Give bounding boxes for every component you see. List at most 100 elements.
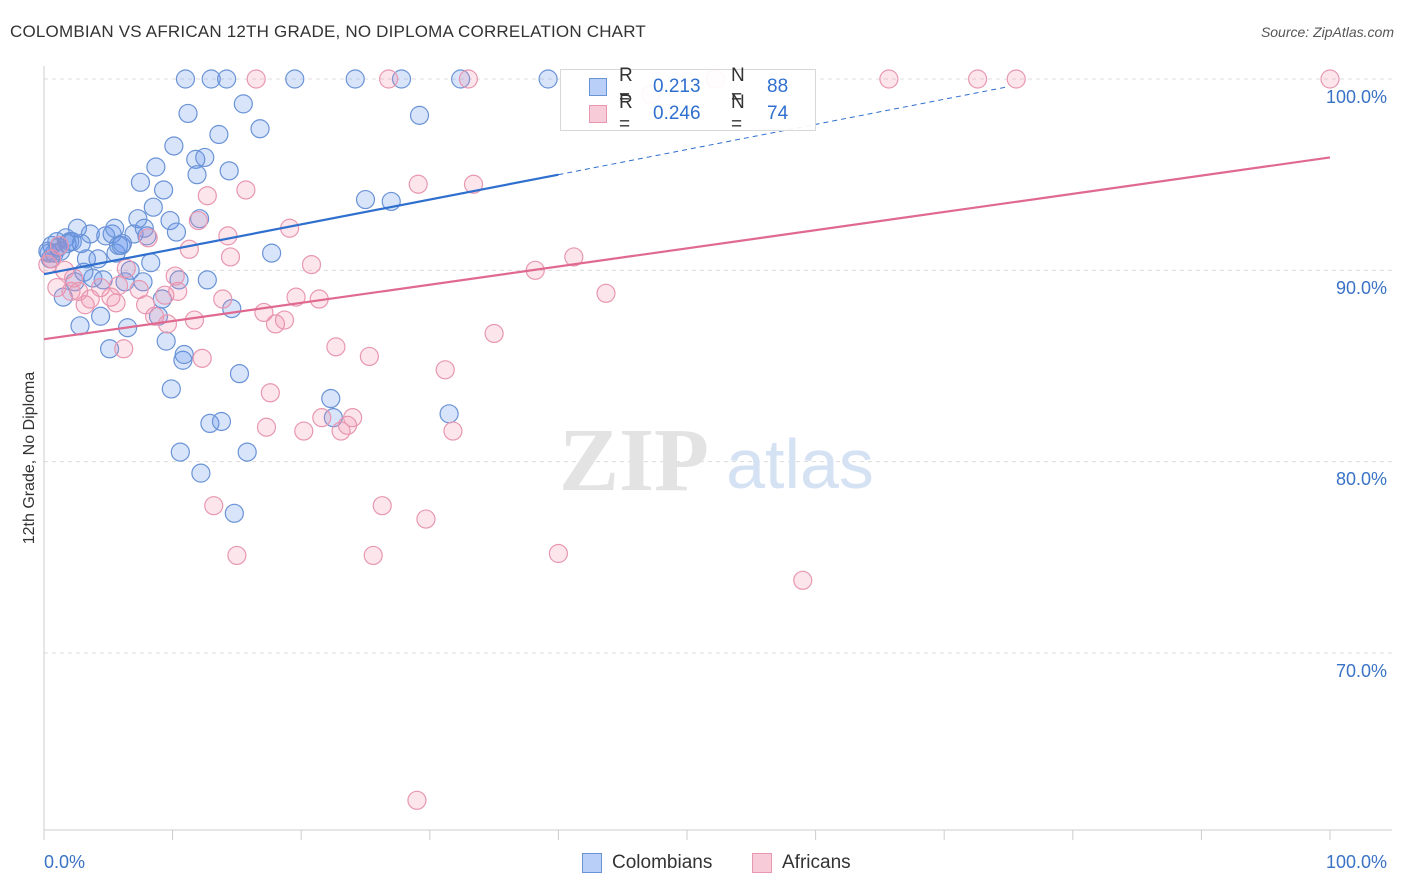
colombian-point bbox=[130, 172, 151, 192]
african-point bbox=[197, 186, 217, 206]
series-legend-africans[interactable]: Africans bbox=[752, 852, 851, 874]
african-point bbox=[69, 281, 89, 301]
colombian-point bbox=[538, 69, 558, 89]
colombian-point bbox=[141, 253, 161, 273]
legend-r-label: R = bbox=[619, 65, 633, 108]
african-point bbox=[596, 283, 616, 303]
series-swatch-blue bbox=[582, 853, 602, 873]
african-point bbox=[1320, 69, 1340, 89]
colombian-point bbox=[233, 94, 253, 114]
african-point bbox=[49, 235, 70, 256]
african-point bbox=[359, 346, 379, 367]
series-legend-colombians[interactable]: Colombians bbox=[582, 852, 712, 874]
colombian-point bbox=[250, 119, 270, 139]
african-point bbox=[484, 323, 504, 344]
african-point bbox=[379, 69, 399, 89]
legend-n-label: N = bbox=[731, 65, 745, 108]
watermark-zip: ZIP bbox=[559, 411, 709, 510]
african-point bbox=[968, 69, 988, 89]
colombian-point bbox=[153, 180, 174, 200]
african-point bbox=[312, 408, 332, 428]
african-point bbox=[165, 266, 185, 286]
colombian-point bbox=[262, 243, 282, 263]
legend-r-value: 0.213 bbox=[653, 76, 701, 97]
series-legend-label: Colombians bbox=[612, 852, 713, 873]
colombian-point bbox=[160, 210, 180, 231]
colombian-point bbox=[197, 270, 217, 290]
colombian-point bbox=[112, 233, 133, 254]
colombian-point bbox=[170, 442, 190, 462]
colombian-point bbox=[229, 364, 250, 384]
colombian-point bbox=[285, 69, 305, 89]
colombian-point bbox=[166, 222, 187, 242]
african-point bbox=[192, 348, 212, 368]
african-point bbox=[564, 247, 584, 267]
african-point bbox=[363, 545, 383, 566]
colombian-point bbox=[178, 103, 198, 124]
colombian-point bbox=[201, 69, 221, 89]
colombian-trend-line bbox=[43, 173, 559, 276]
colombian-point bbox=[143, 197, 163, 217]
colombian-point bbox=[355, 189, 376, 210]
x-tick-label-min: 0.0% bbox=[44, 852, 86, 872]
colombian-point bbox=[209, 124, 229, 145]
colombian-point bbox=[57, 233, 77, 254]
african-point bbox=[274, 310, 295, 330]
colombian-point bbox=[219, 161, 239, 181]
chart-title: COLOMBIAN VS AFRICAN 12TH GRADE, NO DIPL… bbox=[10, 22, 646, 41]
colombian-point bbox=[173, 350, 193, 370]
african-point bbox=[463, 174, 484, 194]
colombian-point bbox=[217, 69, 237, 89]
african-point bbox=[220, 247, 241, 267]
y-tick-label-90: 90.0% bbox=[1336, 278, 1388, 298]
african-point bbox=[236, 180, 256, 200]
african-point bbox=[101, 287, 121, 307]
correlation-legend: R = 0.213 N = 88 R = 0.246 N = 74 bbox=[560, 65, 816, 135]
african-trend-line bbox=[43, 156, 1331, 341]
african-point bbox=[793, 570, 813, 590]
african-point bbox=[114, 339, 134, 359]
colombian-point bbox=[195, 147, 215, 168]
colombian-point bbox=[90, 306, 111, 326]
colombian-point bbox=[439, 404, 459, 424]
colombian-point bbox=[191, 463, 211, 483]
african-point bbox=[343, 408, 363, 428]
african-point bbox=[260, 383, 280, 403]
african-point bbox=[294, 421, 314, 441]
legend-n-value: 74 bbox=[767, 103, 789, 124]
legend-r-label: R = bbox=[619, 92, 633, 135]
african-point bbox=[116, 258, 136, 279]
y-tick-label-80: 80.0% bbox=[1336, 469, 1388, 489]
african-point bbox=[443, 421, 463, 441]
colombian-point bbox=[187, 165, 207, 185]
colombian-point bbox=[409, 105, 430, 125]
african-point bbox=[548, 543, 569, 564]
colombian-point bbox=[164, 136, 184, 156]
colombian-point bbox=[451, 69, 471, 89]
colombian-point bbox=[211, 411, 232, 432]
african-point bbox=[218, 226, 238, 246]
colombian-point bbox=[134, 218, 154, 238]
african-point bbox=[138, 228, 158, 248]
african-point bbox=[246, 69, 266, 89]
x-tick-label-max: 100.0% bbox=[1326, 852, 1388, 872]
colombian-point bbox=[146, 157, 166, 177]
african-point bbox=[408, 174, 428, 194]
african-point bbox=[416, 509, 436, 529]
series-swatch-pink bbox=[752, 853, 772, 873]
colombian-point bbox=[345, 69, 365, 89]
series-legend: Colombians Africans bbox=[0, 852, 1406, 876]
african-point bbox=[213, 289, 233, 309]
african-point bbox=[301, 254, 322, 275]
african-point bbox=[184, 310, 205, 330]
african-point bbox=[286, 287, 306, 307]
colombian-point bbox=[175, 69, 196, 89]
colombian-point bbox=[237, 442, 257, 462]
african-point bbox=[155, 285, 175, 305]
colombian-point bbox=[70, 316, 90, 336]
african-point bbox=[326, 337, 346, 357]
african-point bbox=[47, 277, 67, 298]
african-point bbox=[106, 293, 126, 313]
african-point bbox=[256, 417, 277, 437]
